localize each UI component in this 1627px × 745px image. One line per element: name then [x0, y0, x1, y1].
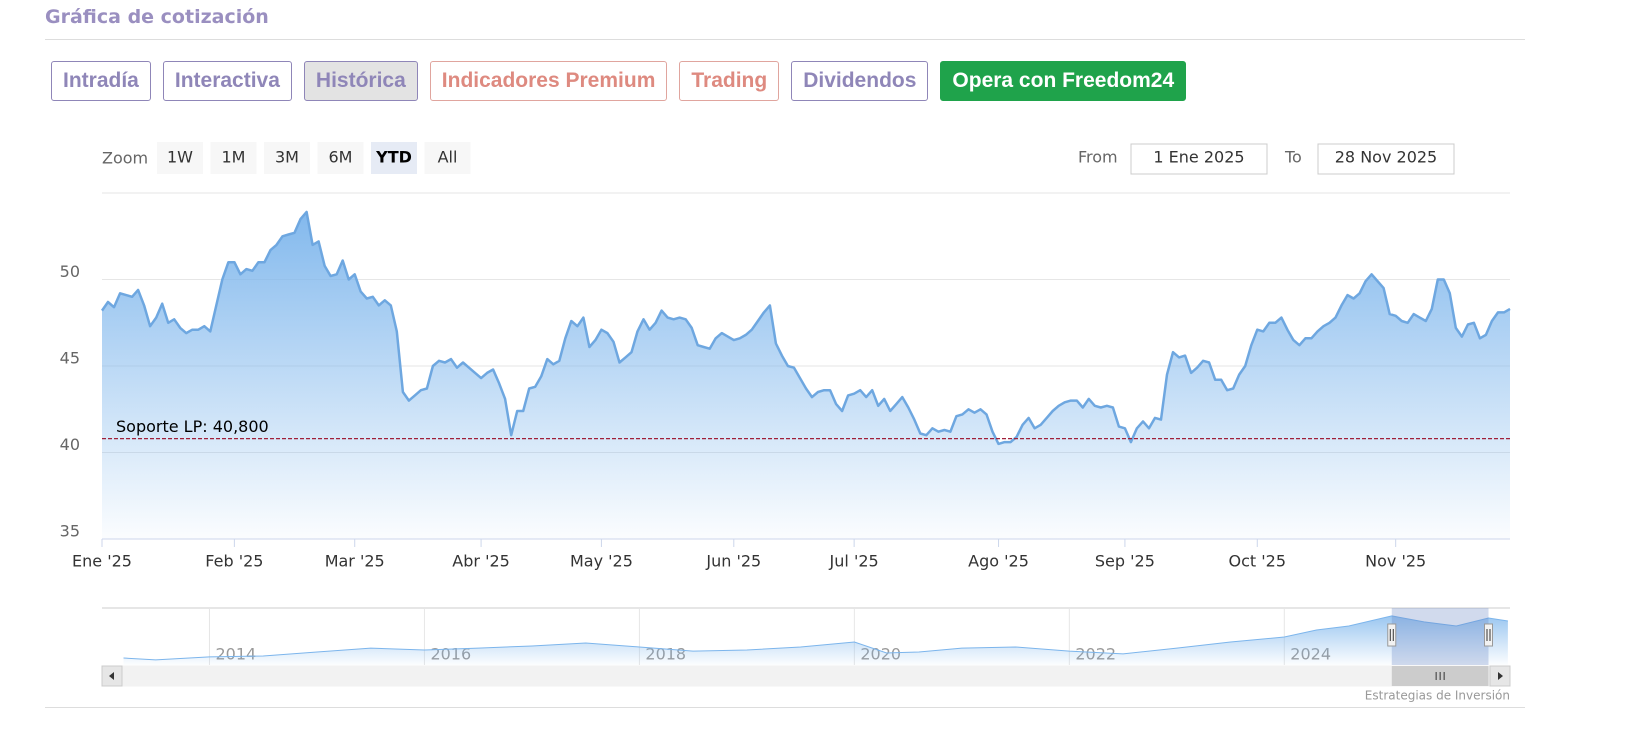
from-label: From	[1078, 148, 1118, 167]
area-fill	[102, 212, 1510, 539]
arrow-right	[1498, 672, 1503, 680]
zoom-button-label: 6M	[329, 148, 353, 167]
zoom-button[interactable]	[317, 142, 364, 174]
x-tick-label: Ene '25	[72, 552, 132, 571]
x-tick-label: May '25	[570, 552, 633, 571]
navigator-window	[1391, 608, 1489, 665]
x-tick-label: Jul '25	[829, 552, 879, 571]
x-tick-label: Mar '25	[325, 552, 385, 571]
to-value: 28 Nov 2025	[1335, 148, 1437, 167]
tab[interactable]: Trading	[679, 61, 780, 101]
y-tick-label: 45	[60, 349, 80, 368]
tab[interactable]: Interactiva	[162, 61, 292, 101]
zoom-button[interactable]	[157, 142, 203, 174]
x-tick-label: Nov '25	[1365, 552, 1426, 571]
tab[interactable]: Histórica	[303, 61, 418, 101]
zoom-button[interactable]	[210, 142, 257, 174]
tab[interactable]: Dividendos	[791, 61, 929, 101]
to-label: To	[1284, 148, 1302, 167]
arrow-left	[109, 672, 114, 680]
section-title: Gráfica de cotización	[45, 6, 269, 28]
x-tick-label: Jun '25	[705, 552, 761, 571]
zoom-button[interactable]	[371, 142, 417, 174]
price-line	[100, 210, 1511, 446]
zoom-button-label: All	[438, 148, 458, 167]
zoom-button[interactable]	[424, 142, 471, 174]
scrollbar-track	[101, 665, 1511, 687]
navigator-area	[123, 615, 1508, 665]
zoom-label: Zoom	[102, 149, 148, 168]
navigator-handle[interactable]	[1387, 623, 1397, 647]
from-input[interactable]	[1130, 143, 1268, 175]
navigator-handle[interactable]	[1484, 623, 1494, 647]
from-value: 1 Ene 2025	[1153, 148, 1244, 167]
zoom-button-label: YTD	[375, 148, 412, 167]
tab[interactable]: Intradía	[51, 61, 151, 101]
credits: Estrategias de Inversión	[1365, 689, 1510, 703]
scroll-grip	[1435, 672, 1445, 680]
support-label: Soporte LP: 40,800	[116, 417, 269, 436]
x-tick-label: Sep '25	[1095, 552, 1155, 571]
x-tick-label: Ago '25	[968, 552, 1029, 571]
y-tick-label: 40	[60, 435, 80, 454]
navigator-line	[123, 615, 1508, 661]
to-input[interactable]	[1317, 143, 1455, 175]
tab-bar: Intradía Interactiva Histórica Indicadores …	[51, 61, 1187, 101]
divider	[45, 707, 1525, 708]
tab[interactable]: Opera con Freedom24	[940, 61, 1187, 101]
zoom-button-label: 1W	[167, 148, 193, 167]
x-tick-label: Oct '25	[1229, 552, 1287, 571]
zoom-button-label: 3M	[275, 148, 299, 167]
y-tick-label: 35	[60, 522, 80, 541]
tab[interactable]: Indicadores Premium	[429, 61, 668, 101]
divider	[45, 39, 1525, 40]
zoom-button-label: 1M	[222, 148, 246, 167]
x-tick-label: Abr '25	[452, 552, 510, 571]
x-tick-label: Feb '25	[205, 552, 263, 571]
zoom-button[interactable]	[264, 142, 310, 174]
y-tick-label: 50	[60, 262, 80, 281]
